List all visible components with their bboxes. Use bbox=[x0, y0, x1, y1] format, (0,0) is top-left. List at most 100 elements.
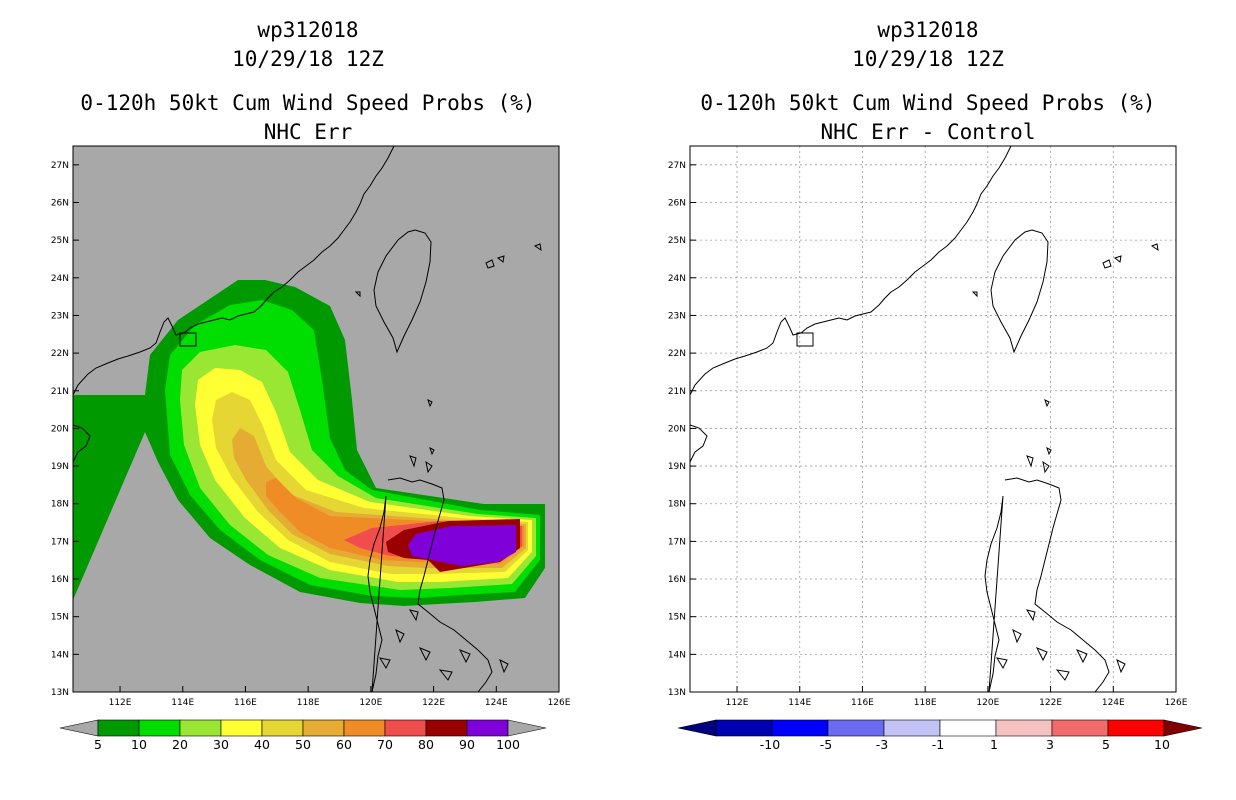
y-tick-label: 25N bbox=[668, 236, 686, 246]
right-colorbar: -10 -5 -3 -1 1 3 5 10 bbox=[677, 719, 1203, 752]
x-tick-label: 116E bbox=[851, 698, 874, 708]
y-tick-label: 24N bbox=[51, 274, 69, 284]
y-tick-label: 25N bbox=[51, 236, 69, 246]
y-tick-label: 22N bbox=[51, 349, 69, 359]
x-tick-label: 120E bbox=[976, 698, 999, 708]
colorbar-label: 100 bbox=[496, 737, 520, 752]
colorbar-swatch bbox=[1107, 719, 1165, 737]
colorbar-label: 80 bbox=[418, 737, 434, 752]
y-tick-label: 13N bbox=[668, 688, 686, 698]
y-tick-label: 14N bbox=[668, 650, 686, 660]
x-tick-label: 120E bbox=[359, 698, 382, 708]
x-tick-label: 126E bbox=[1165, 698, 1188, 708]
colorbar-swatch bbox=[883, 719, 941, 737]
colorbar-label: 30 bbox=[213, 737, 229, 752]
y-tick-label: 15N bbox=[51, 613, 69, 623]
y-tick-label: 21N bbox=[51, 387, 69, 397]
colorbar-label: 90 bbox=[459, 737, 475, 752]
x-tick-label: 124E bbox=[1102, 698, 1125, 708]
colorbar-swatch bbox=[1051, 719, 1109, 737]
x-tick-label: 114E bbox=[171, 698, 194, 708]
y-tick-label: 19N bbox=[51, 462, 69, 472]
colorbar-swatch bbox=[715, 719, 773, 737]
probability-contours bbox=[73, 146, 545, 692]
colorbar-swatch bbox=[179, 719, 222, 737]
y-tick-label: 14N bbox=[51, 650, 69, 660]
colorbar-label: 20 bbox=[172, 737, 188, 752]
y-tick-label: 20N bbox=[51, 424, 69, 434]
left-map: 112E 114E 116E 118E 120E 122E 124E 126E 13N 14N 15… bbox=[51, 145, 571, 708]
y-tick-label: 18N bbox=[51, 500, 69, 510]
y-tick-label: 23N bbox=[51, 311, 69, 321]
colorbar-label: -3 bbox=[876, 737, 888, 752]
colorbar-right-arrow bbox=[507, 719, 547, 737]
x-tick-label: 126E bbox=[548, 698, 571, 708]
left-title: wp312018 10/29/18 12Z 0-120h 50kt Cum Wi… bbox=[40, 16, 576, 147]
x-tick-label: 116E bbox=[234, 698, 257, 708]
y-tick-label: 26N bbox=[51, 198, 69, 208]
right-title-product: 0-120h 50kt Cum Wind Speed Probs (%) bbox=[700, 91, 1156, 115]
y-tick-label: 26N bbox=[668, 198, 686, 208]
y-tick-label: 22N bbox=[668, 349, 686, 359]
colorbar-label: 60 bbox=[336, 737, 352, 752]
y-tick-label: 16N bbox=[51, 575, 69, 585]
right-title-subtitle: NHC Err - Control bbox=[820, 120, 1036, 144]
right-title: wp312018 10/29/18 12Z 0-120h 50kt Cum Wi… bbox=[660, 16, 1196, 147]
colorbar-label: 3 bbox=[1046, 737, 1054, 752]
colorbar-swatch bbox=[384, 719, 427, 737]
y-tick-label: 20N bbox=[668, 424, 686, 434]
left-map-frame bbox=[72, 145, 560, 693]
contour-90-100 bbox=[408, 525, 516, 566]
x-tick-label: 118E bbox=[297, 698, 320, 708]
y-tick-label: 16N bbox=[668, 575, 686, 585]
left-colorbar: 5 10 20 30 40 50 60 70 80 90 100 bbox=[59, 719, 547, 752]
colorbar-left-arrow bbox=[59, 719, 99, 737]
left-title-storm: wp312018 bbox=[257, 18, 359, 42]
x-tick-label: 124E bbox=[485, 698, 508, 708]
colorbar-label: 5 bbox=[94, 737, 102, 752]
colorbar-right-arrow bbox=[1163, 719, 1203, 737]
colorbar-swatch bbox=[827, 719, 885, 737]
right-axis-ticks: 112E 114E 116E 118E 120E 122E 124E 126E 13N 14N 15… bbox=[668, 161, 1188, 708]
x-tick-label: 118E bbox=[914, 698, 937, 708]
colorbar-label: 10 bbox=[1154, 737, 1170, 752]
colorbar-swatch bbox=[939, 719, 997, 737]
colorbar-left-arrow bbox=[677, 719, 717, 737]
right-map-background bbox=[690, 146, 1176, 692]
colorbar-label: 50 bbox=[295, 737, 311, 752]
x-tick-label: 114E bbox=[788, 698, 811, 708]
colorbar-label: -1 bbox=[932, 737, 944, 752]
y-tick-label: 18N bbox=[668, 500, 686, 510]
left-title-date: 10/29/18 12Z bbox=[232, 47, 384, 71]
y-tick-label: 23N bbox=[668, 311, 686, 321]
y-tick-label: 27N bbox=[668, 161, 686, 171]
y-tick-label: 15N bbox=[668, 613, 686, 623]
colorbar-swatch bbox=[771, 719, 829, 737]
colorbar-label: -5 bbox=[820, 737, 832, 752]
colorbar-swatch bbox=[302, 719, 345, 737]
colorbar-swatch bbox=[425, 719, 468, 737]
colorbar-label: 40 bbox=[254, 737, 270, 752]
right-map-frame bbox=[689, 145, 1177, 693]
x-tick-label: 112E bbox=[726, 698, 749, 708]
left-title-subtitle: NHC Err bbox=[263, 120, 353, 144]
right-map: 112E 114E 116E 118E 120E 122E 124E 126E 13N 14N 15… bbox=[668, 145, 1188, 708]
right-gridlines bbox=[690, 146, 1176, 692]
colorbar-label: 5 bbox=[1102, 737, 1110, 752]
colorbar-swatch bbox=[138, 719, 181, 737]
colorbar-swatch bbox=[220, 719, 263, 737]
colorbar-label: 1 bbox=[990, 737, 998, 752]
x-tick-label: 122E bbox=[1039, 698, 1062, 708]
left-title-product: 0-120h 50kt Cum Wind Speed Probs (%) bbox=[80, 91, 536, 115]
colorbar-swatch bbox=[97, 719, 140, 737]
y-tick-label: 24N bbox=[668, 274, 686, 284]
y-tick-label: 17N bbox=[668, 537, 686, 547]
colorbar-label: 10 bbox=[131, 737, 147, 752]
colorbar-swatch bbox=[995, 719, 1053, 737]
y-tick-label: 17N bbox=[51, 537, 69, 547]
right-title-storm: wp312018 bbox=[877, 18, 979, 42]
colorbar-label: -10 bbox=[760, 737, 780, 752]
left-axis-ticks: 112E 114E 116E 118E 120E 122E 124E 126E 13N 14N 15… bbox=[51, 161, 571, 708]
colorbar-label: 70 bbox=[377, 737, 393, 752]
